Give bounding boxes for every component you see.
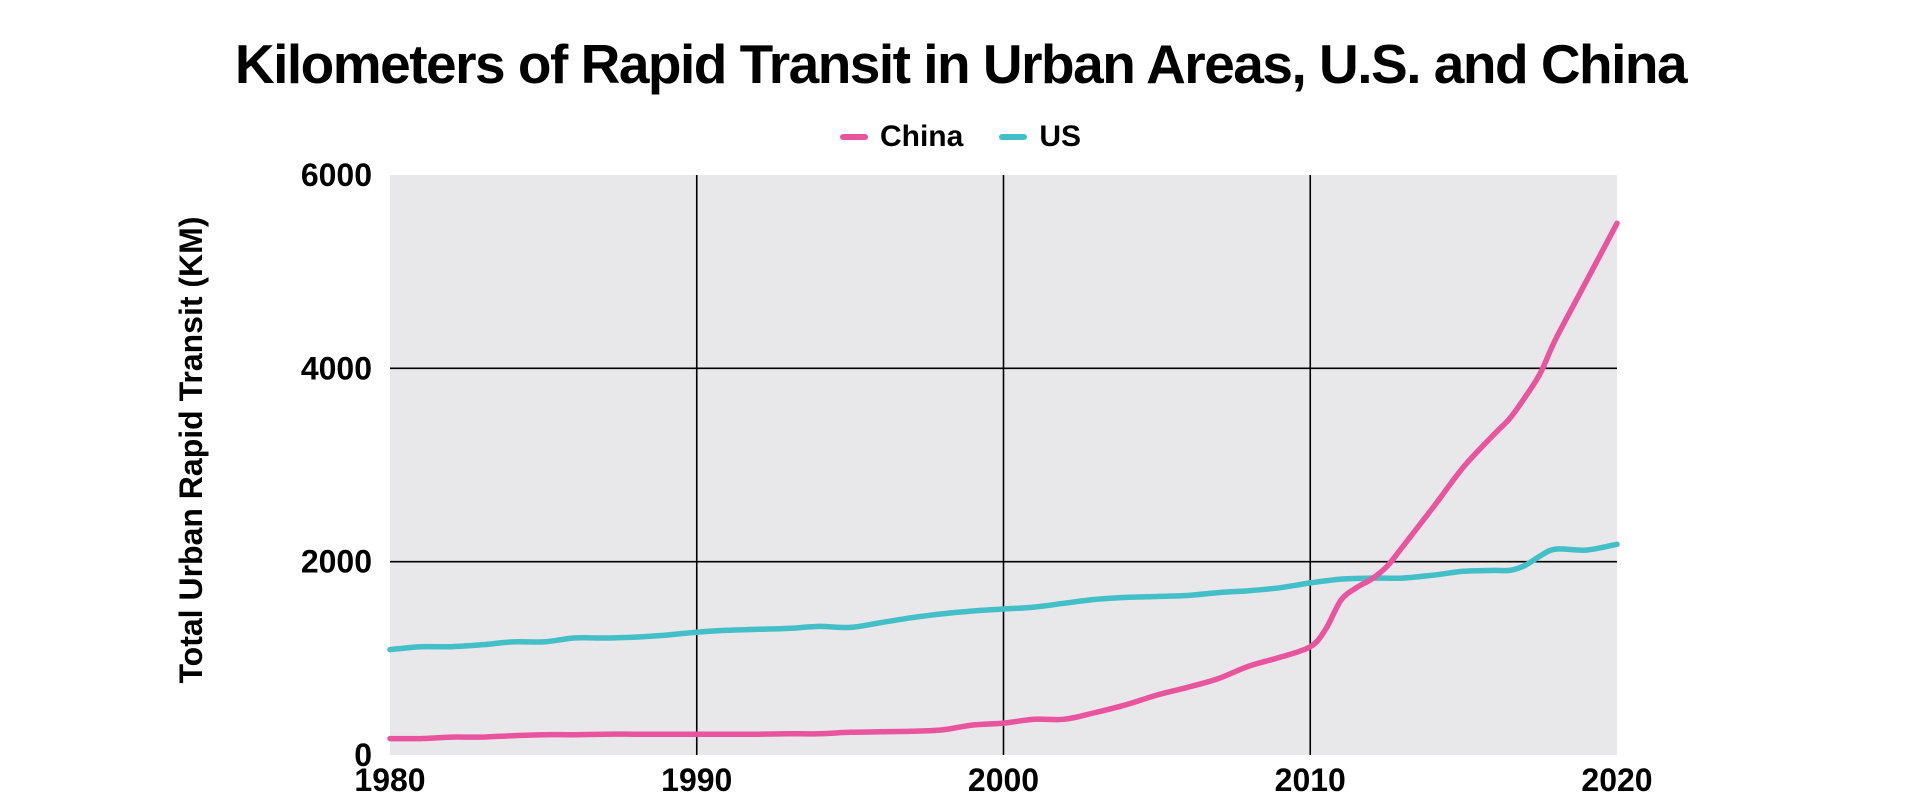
- legend: China US: [0, 120, 1921, 154]
- series-line-china: [387, 220, 1620, 742]
- legend-swatch-china: [839, 134, 868, 140]
- y-tick-label: 0: [354, 737, 372, 773]
- x-tick-label: 2010: [1275, 762, 1346, 798]
- x-tick-label: 2020: [1581, 762, 1652, 798]
- x-tick-label: 2000: [968, 762, 1039, 798]
- legend-swatch-us: [999, 134, 1028, 140]
- y-axis-ticks: 0 2000 4000 6000: [301, 157, 372, 773]
- legend-label-us: US: [1039, 120, 1082, 153]
- series-line-us: [387, 541, 1620, 653]
- y-axis-title: Total Urban Rapid Transit (KM): [173, 217, 209, 684]
- x-tick-label: 1980: [354, 762, 425, 798]
- grid-lines: [390, 175, 1617, 755]
- y-tick-label: 4000: [301, 350, 372, 386]
- legend-label-china: China: [879, 120, 964, 153]
- x-axis-ticks: 1980 1990 2000 2010 2020: [354, 762, 1652, 798]
- series-lines: [387, 220, 1620, 742]
- x-tick-label: 1990: [661, 762, 732, 798]
- chart-title: Kilometers of Rapid Transit in Urban Are…: [234, 33, 1688, 95]
- y-tick-label: 6000: [301, 157, 372, 193]
- legend-item-china: China: [839, 120, 964, 154]
- y-tick-label: 2000: [301, 544, 372, 580]
- legend-item-us: US: [999, 120, 1081, 154]
